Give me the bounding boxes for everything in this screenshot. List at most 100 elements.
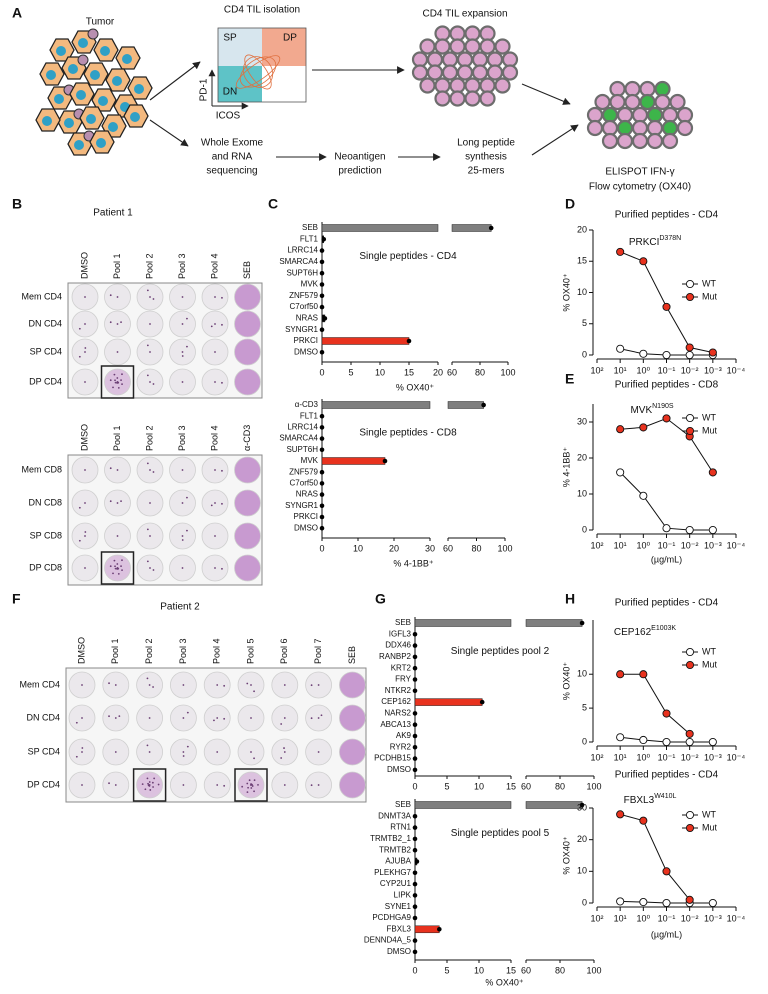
y-tick-label: 10 [577, 488, 587, 498]
series-line [619, 472, 713, 531]
spot [186, 711, 189, 714]
spot [186, 496, 188, 499]
spot [75, 721, 78, 724]
category-label: RTN1 [390, 823, 411, 832]
category-label: RYR2 [390, 742, 412, 751]
panel-label: C [268, 196, 278, 212]
x-tick-label: 80 [471, 543, 481, 553]
x-tick-label: 10 [474, 965, 484, 975]
plate-row: Mem CD4 [19, 679, 60, 689]
bar-point [488, 225, 494, 231]
x-tick-label: 10⁰ [637, 365, 651, 375]
tcell [434, 38, 451, 55]
spot [216, 784, 219, 786]
point [685, 895, 694, 904]
tumor-nucleus [98, 96, 108, 106]
spot [214, 535, 216, 537]
category-label: SEB [395, 618, 411, 627]
chart-title: Single peptides - CD4 [359, 251, 457, 262]
x-axis-label: % 4-1BB⁺ [393, 558, 434, 568]
spot [213, 719, 215, 722]
tcell [486, 64, 504, 81]
tumor-nucleus [56, 46, 66, 56]
tcell [449, 38, 466, 55]
category-label: TRMTB2_1 [370, 834, 411, 843]
spot [181, 351, 184, 353]
chart-title: Purified peptides - CD4 [615, 770, 719, 781]
spot [114, 381, 117, 384]
spot [241, 785, 244, 788]
step-label: Long peptide [457, 138, 515, 149]
spot [280, 757, 283, 759]
y-tick-label: 0 [582, 897, 587, 907]
y-tick-label: 5 [582, 702, 587, 712]
spot [250, 684, 252, 686]
plate-row: DP CD4 [29, 376, 62, 386]
spot [114, 567, 117, 570]
category-label: AJUBA [385, 857, 411, 866]
bar-point [319, 270, 325, 276]
step-label: synthesis [465, 152, 507, 163]
bar-point [414, 859, 420, 864]
bar-point [319, 304, 325, 310]
plate-column: α-CD3 [242, 425, 252, 451]
tumor-nucleus [42, 116, 52, 126]
spot [147, 782, 149, 785]
spot [310, 684, 313, 687]
point [662, 737, 671, 747]
tcell [639, 93, 656, 111]
x-tick-label: 30 [425, 543, 435, 553]
bar-point [412, 949, 418, 955]
bar-point [579, 802, 585, 808]
spot [317, 784, 320, 786]
x-tick-label: 80 [555, 781, 565, 791]
x-axis-label: % OX40⁺ [485, 977, 524, 987]
point [662, 414, 671, 423]
plate-column: SEB [347, 646, 357, 664]
panel-label: H [565, 591, 575, 607]
tumor-nucleus [54, 94, 64, 104]
bar-point [319, 350, 325, 355]
bar-point [412, 814, 418, 819]
spot [221, 469, 223, 472]
spot [113, 559, 116, 562]
x-tick-label: 100 [586, 781, 601, 791]
spot [317, 717, 320, 719]
tcell [471, 64, 489, 81]
spot [120, 321, 122, 324]
spot [181, 567, 184, 569]
plate-row: DN CD4 [28, 318, 62, 328]
spot [247, 786, 249, 789]
tumor-nucleus [134, 84, 144, 94]
spot [214, 567, 216, 569]
spot [120, 565, 122, 568]
category-label: FLT1 [300, 234, 319, 243]
well [234, 554, 261, 582]
spot [181, 296, 184, 298]
spot [113, 373, 116, 376]
spot [182, 784, 185, 786]
spot [221, 296, 223, 299]
category-label: DNMT3A [378, 811, 412, 820]
highlight-box [100, 365, 135, 399]
category-label: NTKR2 [385, 686, 412, 695]
spot [253, 757, 255, 760]
tcell [449, 90, 466, 107]
x-tick-label: 10¹ [614, 540, 627, 550]
plate-row: DP CD4 [27, 779, 60, 789]
x-tick-label: 0 [319, 543, 324, 553]
category-label: LIPK [394, 891, 412, 900]
tcell [456, 64, 474, 81]
x-tick-label: 80 [555, 965, 565, 975]
tumor-nucleus [68, 64, 78, 74]
spot [148, 684, 151, 686]
x-tick-label: 10⁻⁴ [727, 365, 746, 375]
y-axis-label: % OX40⁺ [561, 836, 571, 875]
gate-label: DP [283, 33, 297, 44]
point [639, 670, 648, 679]
x-tick-label: 15 [506, 965, 516, 975]
spot [146, 744, 149, 747]
x-tick-label: 60 [521, 781, 531, 791]
bar [414, 698, 483, 706]
